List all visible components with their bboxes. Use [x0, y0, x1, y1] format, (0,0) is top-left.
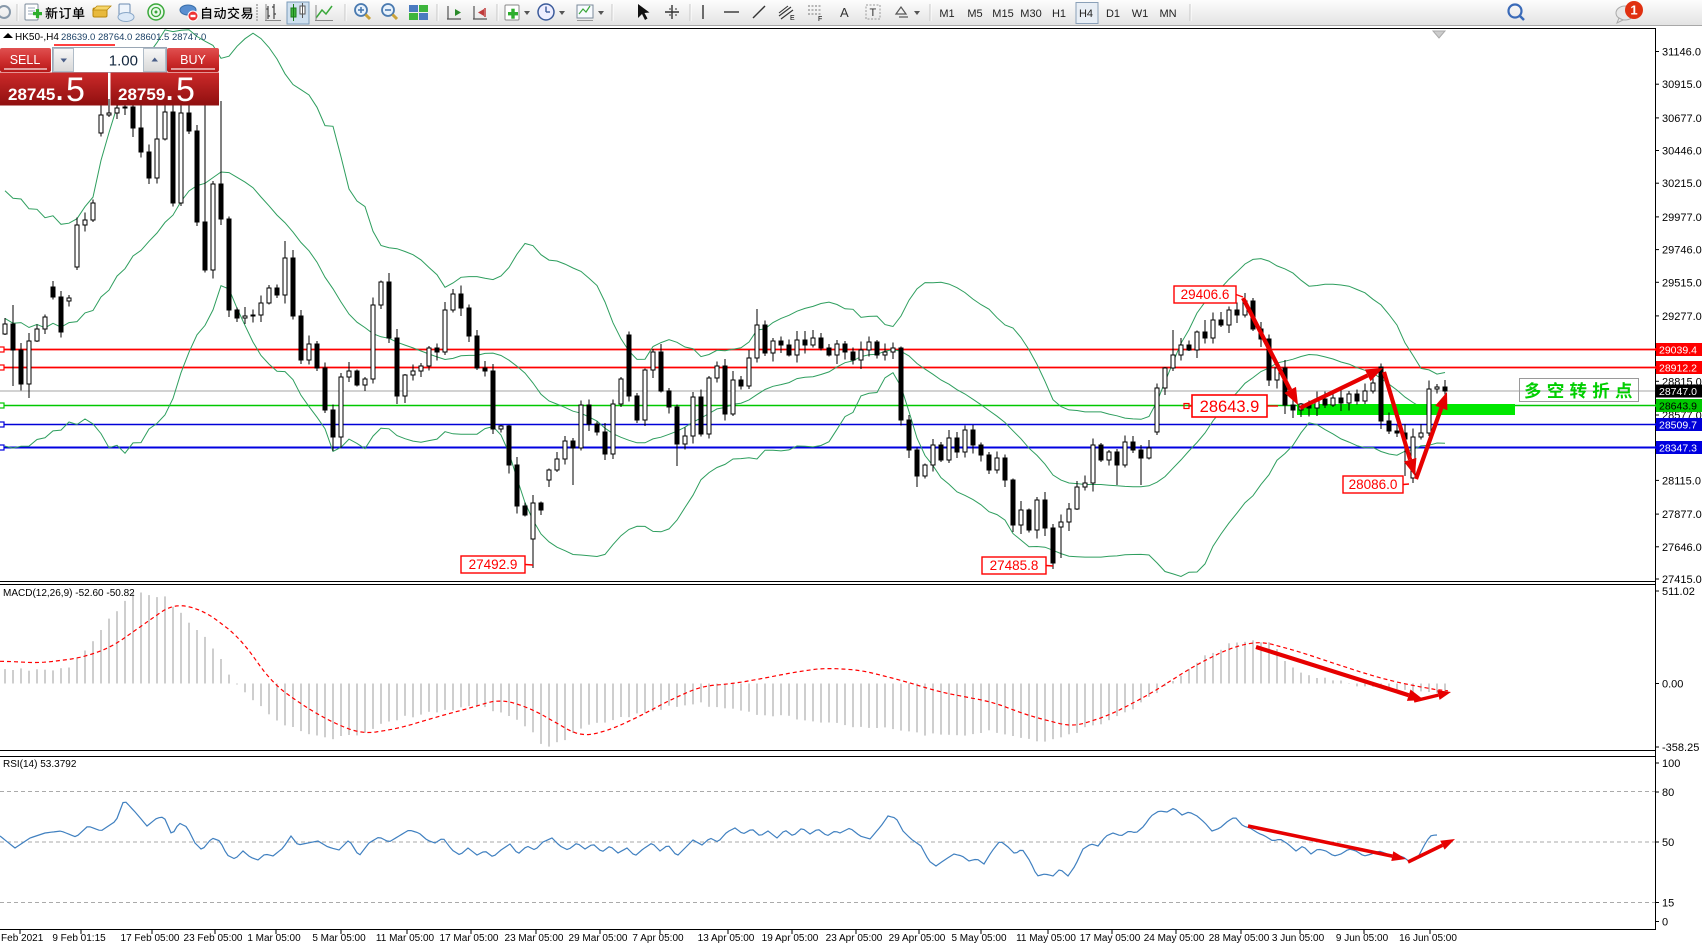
svg-text:3 Jun 05:00: 3 Jun 05:00	[1272, 933, 1325, 944]
svg-text:28643.9: 28643.9	[1200, 398, 1260, 416]
svg-text:31146.0: 31146.0	[1662, 47, 1701, 59]
svg-text:28086.0: 28086.0	[1349, 477, 1398, 492]
svg-text:MN: MN	[1159, 8, 1176, 20]
svg-text:17 Feb 05:00: 17 Feb 05:00	[121, 933, 180, 944]
svg-text:0: 0	[1662, 917, 1668, 929]
svg-text:27492.9: 27492.9	[469, 557, 518, 572]
svg-text:30677.0: 30677.0	[1662, 113, 1702, 125]
svg-text:30446.0: 30446.0	[1662, 146, 1702, 158]
svg-text:28 May 05:00: 28 May 05:00	[1209, 933, 1270, 944]
svg-text:27485.8: 27485.8	[990, 558, 1039, 573]
svg-text:29277.0: 29277.0	[1662, 311, 1702, 323]
svg-text:27415.0: 27415.0	[1662, 574, 1702, 586]
svg-text:23 Apr 05:00: 23 Apr 05:00	[826, 933, 883, 944]
svg-text:19 Apr 05:00: 19 Apr 05:00	[762, 933, 819, 944]
svg-text:M5: M5	[967, 8, 982, 20]
svg-text:29746.0: 29746.0	[1662, 245, 1702, 257]
svg-text:.: .	[56, 76, 63, 106]
svg-text:24 May 05:00: 24 May 05:00	[1144, 933, 1205, 944]
svg-text:T: T	[870, 7, 877, 19]
svg-text:4 Feb 2021: 4 Feb 2021	[0, 933, 44, 944]
svg-text:50: 50	[1662, 837, 1674, 849]
svg-text:5 May 05:00: 5 May 05:00	[951, 933, 1006, 944]
svg-text:.: .	[166, 76, 173, 106]
svg-text:23 Feb 05:00: 23 Feb 05:00	[184, 933, 243, 944]
svg-text:28912.2: 28912.2	[1659, 363, 1697, 375]
svg-text:28747.0: 28747.0	[1659, 386, 1697, 398]
svg-text:SELL: SELL	[10, 53, 41, 67]
svg-text:29039.4: 29039.4	[1659, 345, 1697, 357]
svg-text:M1: M1	[939, 8, 954, 20]
svg-text:F: F	[818, 16, 822, 23]
svg-text:29977.0: 29977.0	[1662, 212, 1702, 224]
svg-text:29515.0: 29515.0	[1662, 277, 1702, 289]
svg-text:E: E	[790, 15, 795, 22]
svg-text:28115.0: 28115.0	[1662, 475, 1701, 487]
svg-text:80: 80	[1662, 787, 1674, 799]
svg-text:16 Jun 05:00: 16 Jun 05:00	[1399, 933, 1457, 944]
svg-text:30915.0: 30915.0	[1662, 79, 1702, 91]
svg-text:29 Mar 05:00: 29 Mar 05:00	[569, 933, 628, 944]
svg-text:27877.0: 27877.0	[1662, 509, 1702, 521]
svg-text:5: 5	[176, 71, 195, 109]
svg-text:30215.0: 30215.0	[1662, 178, 1702, 190]
svg-text:5 Mar 05:00: 5 Mar 05:00	[312, 933, 366, 944]
svg-text:27646.0: 27646.0	[1662, 542, 1702, 554]
svg-text:17 Mar 05:00: 17 Mar 05:00	[440, 933, 499, 944]
svg-text:1.00: 1.00	[109, 53, 138, 70]
svg-text:5: 5	[66, 71, 85, 109]
svg-text:29 Apr 05:00: 29 Apr 05:00	[889, 933, 946, 944]
svg-text:0.00: 0.00	[1662, 679, 1683, 691]
svg-text:15: 15	[1662, 898, 1674, 910]
svg-text:7 Apr 05:00: 7 Apr 05:00	[632, 933, 684, 944]
svg-text:HK50-,H4: HK50-,H4	[15, 32, 59, 43]
svg-text:M30: M30	[1020, 8, 1041, 20]
svg-text:11 Mar 05:00: 11 Mar 05:00	[376, 933, 435, 944]
svg-text:D1: D1	[1106, 8, 1120, 20]
svg-text:29406.6: 29406.6	[1181, 287, 1230, 302]
svg-text:MACD(12,26,9) -52.60 -50.82: MACD(12,26,9) -52.60 -50.82	[3, 588, 135, 599]
svg-text:RSI(14) 53.3792: RSI(14) 53.3792	[3, 759, 77, 770]
svg-text:100: 100	[1662, 758, 1680, 770]
svg-text:28639.0 28764.0 28601.5 28747.: 28639.0 28764.0 28601.5 28747.0	[61, 32, 206, 43]
svg-text:28509.7: 28509.7	[1659, 420, 1697, 432]
svg-text:A: A	[840, 5, 849, 20]
svg-text:28643.9: 28643.9	[1659, 401, 1697, 413]
svg-text:9 Jun 05:00: 9 Jun 05:00	[1336, 933, 1389, 944]
svg-text:1 Mar 05:00: 1 Mar 05:00	[247, 933, 301, 944]
svg-text:28759: 28759	[118, 85, 165, 104]
svg-text:511.02: 511.02	[1662, 586, 1695, 598]
svg-text:1: 1	[1630, 3, 1637, 18]
svg-text:-358.25: -358.25	[1662, 742, 1699, 754]
svg-text:9 Feb 01:15: 9 Feb 01:15	[52, 933, 106, 944]
svg-text:28347.3: 28347.3	[1659, 443, 1697, 455]
svg-text:H1: H1	[1052, 8, 1066, 20]
svg-text:BUY: BUY	[180, 53, 206, 67]
svg-text:H4: H4	[1079, 8, 1093, 20]
svg-text:M15: M15	[992, 8, 1013, 20]
svg-text:13 Apr 05:00: 13 Apr 05:00	[698, 933, 755, 944]
svg-text:23 Mar 05:00: 23 Mar 05:00	[505, 933, 564, 944]
svg-text:W1: W1	[1132, 8, 1149, 20]
svg-text:28745: 28745	[8, 85, 55, 104]
svg-text:17 May 05:00: 17 May 05:00	[1080, 933, 1141, 944]
svg-text:11 May 05:00: 11 May 05:00	[1016, 933, 1076, 944]
